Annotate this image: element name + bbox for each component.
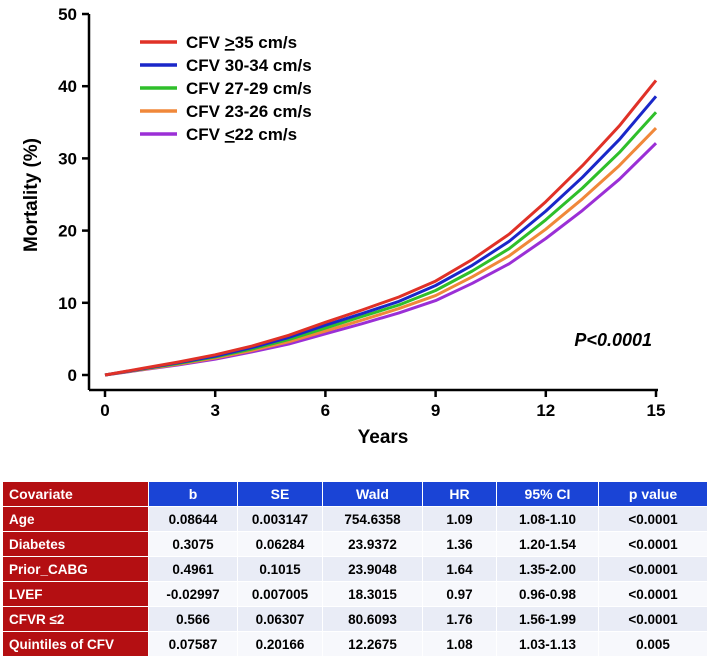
column-header: p value (598, 481, 708, 507)
legend-prefix: CFV (186, 125, 225, 144)
series-line-4 (104, 142, 658, 377)
legend-suffix: 27-29 cm/s (225, 79, 312, 98)
covariate-cell: Age (2, 506, 149, 532)
y-tick-label: 30 (58, 149, 77, 168)
legend-label-3: CFV 23-26 cm/s (186, 102, 312, 121)
table-cell: 0.97 (422, 581, 497, 607)
x-tick-label: 3 (210, 401, 219, 420)
table-cell: 0.003147 (237, 506, 323, 532)
table-cell: <0.0001 (598, 531, 708, 557)
x-tick-label: 9 (431, 401, 440, 420)
table-row: Age 0.08644 0.003147 754.6358 1.09 1.08-1.10 <… (2, 506, 708, 532)
series-line-0 (104, 79, 658, 377)
table-row: Quintiles of CFV 0.07587 0.20166 12.2675 1.0… (2, 631, 708, 657)
table-cell: 0.06307 (237, 606, 323, 632)
table-cell: 0.08644 (148, 506, 238, 532)
table-cell: 18.3015 (322, 581, 423, 607)
table-cell: 0.566 (148, 606, 238, 632)
legend-label-0: CFV >35 cm/s (186, 33, 297, 52)
legend-label-2: CFV 27-29 cm/s (186, 79, 312, 98)
table-cell: <0.0001 (598, 606, 708, 632)
table-cell: 0.4961 (148, 556, 238, 582)
table-body: Age 0.08644 0.003147 754.6358 1.09 1.08-1.10 <… (2, 506, 708, 657)
legend-symbol: > (225, 33, 235, 52)
column-header: Wald (322, 481, 423, 507)
x-tick-label: 12 (536, 401, 555, 420)
p-value-annotation: P<0.0001 (574, 330, 652, 350)
table-cell: 0.007005 (237, 581, 323, 607)
legend-prefix: CFV (186, 79, 225, 98)
legend-suffix: 22 cm/s (235, 125, 297, 144)
table-cell: <0.0001 (598, 506, 708, 532)
table-row: LVEF -0.02997 0.007005 18.3015 0.97 0.96-0.98… (2, 581, 708, 607)
column-header: Covariate (2, 481, 149, 507)
table-cell: 23.9048 (322, 556, 423, 582)
covariate-cell: Diabetes (2, 531, 149, 557)
legend-label-4: CFV <22 cm/s (186, 125, 297, 144)
y-tick-label: 0 (68, 366, 77, 385)
table-row: CFVR ≤2 0.566 0.06307 80.6093 1.76 1.56-1.99 <… (2, 606, 708, 632)
axes: 0 10 20 30 40 50 0 3 6 9 12 15 (58, 5, 665, 420)
table-cell: 0.005 (598, 631, 708, 657)
table-cell: 1.20-1.54 (496, 531, 599, 557)
table-cell: 1.64 (422, 556, 497, 582)
x-axis-title: Years (358, 427, 409, 448)
x-tick-label: 15 (647, 401, 666, 420)
table-cell: 1.76 (422, 606, 497, 632)
covariate-cell: CFVR ≤2 (2, 606, 149, 632)
table-cell: 1.03-1.13 (496, 631, 599, 657)
series-lines (104, 79, 658, 377)
table-cell: 0.1015 (237, 556, 323, 582)
legend-label-1: CFV 30-34 cm/s (186, 56, 312, 75)
table-cell: 12.2675 (322, 631, 423, 657)
legend-prefix: CFV (186, 33, 225, 52)
column-header: SE (237, 481, 323, 507)
y-tick-label: 50 (58, 5, 77, 24)
table-cell: 80.6093 (322, 606, 423, 632)
table-cell: 0.3075 (148, 531, 238, 557)
x-tick-label: 6 (321, 401, 330, 420)
y-axis-title: Mortality (%) (21, 138, 42, 252)
legend-suffix: 30-34 cm/s (225, 56, 312, 75)
table-cell: <0.0001 (598, 556, 708, 582)
series-line-2 (104, 111, 658, 377)
series-line-3 (104, 127, 658, 377)
table-cell: 0.96-0.98 (496, 581, 599, 607)
table-cell: 1.09 (422, 506, 497, 532)
legend-prefix: CFV (186, 56, 225, 75)
column-header: HR (422, 481, 497, 507)
legend-prefix: CFV (186, 102, 225, 121)
column-header: 95% CI (496, 481, 599, 507)
cox-regression-table: Covariate b SE Wald HR 95% CI p value Age 0.086… (2, 481, 708, 657)
table-cell: 1.08 (422, 631, 497, 657)
table-cell: 1.08-1.10 (496, 506, 599, 532)
table-cell: 754.6358 (322, 506, 423, 532)
table-cell: <0.0001 (598, 581, 708, 607)
table-cell: 0.06284 (237, 531, 323, 557)
table-cell: 1.56-1.99 (496, 606, 599, 632)
y-tick-label: 20 (58, 222, 77, 241)
column-header: b (148, 481, 238, 507)
table-cell: 1.35-2.00 (496, 556, 599, 582)
covariate-cell: Prior_CABG (2, 556, 149, 582)
table-row: Prior_CABG 0.4961 0.1015 23.9048 1.64 1.35-2.… (2, 556, 708, 582)
covariate-cell: LVEF (2, 581, 149, 607)
y-tick-label: 10 (58, 294, 77, 313)
legend-symbol: < (225, 125, 235, 144)
covariate-cell: Quintiles of CFV (2, 631, 149, 657)
table-header-row: Covariate b SE Wald HR 95% CI p value (2, 481, 708, 507)
x-tick-label: 0 (100, 401, 109, 420)
table-cell: 0.07587 (148, 631, 238, 657)
table-cell: 1.36 (422, 531, 497, 557)
table-cell: -0.02997 (148, 581, 238, 607)
legend-suffix: 35 cm/s (235, 33, 297, 52)
table-cell: 0.20166 (237, 631, 323, 657)
table-cell: 23.9372 (322, 531, 423, 557)
table-row: Diabetes 0.3075 0.06284 23.9372 1.36 1.20-1.5… (2, 531, 708, 557)
y-tick-label: 40 (58, 77, 77, 96)
legend-suffix: 23-26 cm/s (225, 102, 312, 121)
